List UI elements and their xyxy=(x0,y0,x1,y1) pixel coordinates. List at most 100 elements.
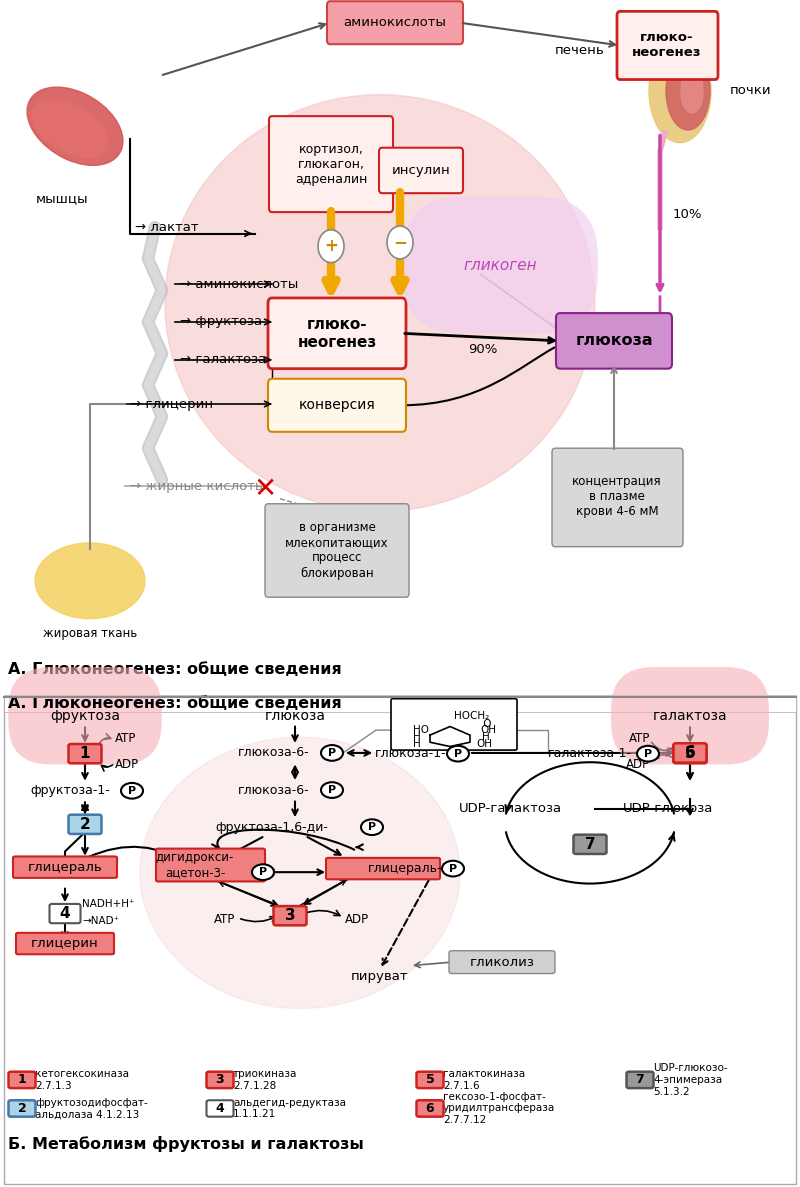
Text: инсулин: инсулин xyxy=(392,164,450,177)
FancyBboxPatch shape xyxy=(379,147,463,193)
Text: глюкоза: глюкоза xyxy=(265,709,326,723)
FancyBboxPatch shape xyxy=(326,858,440,880)
Text: фруктоза-1,6-ди-: фруктоза-1,6-ди- xyxy=(215,820,328,833)
Text: NADH+H⁺: NADH+H⁺ xyxy=(82,899,134,908)
Text: Б. Метаболизм фруктозы и галактозы: Б. Метаболизм фруктозы и галактозы xyxy=(8,1136,364,1153)
Text: печень: печень xyxy=(555,44,605,57)
Text: UDP-глюкоза: UDP-глюкоза xyxy=(623,802,713,815)
Text: →NAD⁺: →NAD⁺ xyxy=(82,916,119,926)
Text: → фруктоза: → фруктоза xyxy=(180,316,262,329)
Text: OH: OH xyxy=(476,740,492,749)
Text: O: O xyxy=(454,719,491,729)
FancyBboxPatch shape xyxy=(16,933,114,954)
FancyBboxPatch shape xyxy=(268,298,406,369)
Text: глюкоза-6-: глюкоза-6- xyxy=(238,783,310,796)
Text: галактоза-1-: галактоза-1- xyxy=(548,747,632,760)
Text: P: P xyxy=(454,749,462,758)
FancyBboxPatch shape xyxy=(69,744,102,763)
Text: 3: 3 xyxy=(285,908,295,923)
Text: кетогексокиназа
2.7.1.3: кетогексокиназа 2.7.1.3 xyxy=(35,1069,129,1091)
Text: P: P xyxy=(449,864,457,874)
Text: HOCH₂: HOCH₂ xyxy=(454,711,490,721)
Text: 4: 4 xyxy=(216,1102,224,1115)
Text: 6: 6 xyxy=(685,745,695,761)
Circle shape xyxy=(252,864,274,880)
Circle shape xyxy=(447,745,469,762)
Ellipse shape xyxy=(35,542,145,618)
Circle shape xyxy=(321,782,343,798)
Text: глюкоза-1-: глюкоза-1- xyxy=(375,747,446,760)
Text: концентрация
в плазме
крови 4-6 мМ: концентрация в плазме крови 4-6 мМ xyxy=(572,475,662,518)
FancyBboxPatch shape xyxy=(274,906,306,926)
FancyBboxPatch shape xyxy=(50,904,81,923)
FancyBboxPatch shape xyxy=(268,379,406,432)
Ellipse shape xyxy=(165,95,595,512)
Text: → глицерин: → глицерин xyxy=(130,398,213,411)
FancyBboxPatch shape xyxy=(674,743,706,762)
FancyBboxPatch shape xyxy=(417,1072,443,1088)
FancyBboxPatch shape xyxy=(417,1100,443,1117)
Text: UDP-глюкозо-
4-эпимераза
5.1.3.2: UDP-глюкозо- 4-эпимераза 5.1.3.2 xyxy=(653,1064,728,1097)
Circle shape xyxy=(321,745,343,761)
Text: в организме
млекопитающих
процесс
блокирован: в организме млекопитающих процесс блокир… xyxy=(285,521,389,579)
FancyBboxPatch shape xyxy=(617,12,718,80)
Text: глюкоза-6-: глюкоза-6- xyxy=(238,747,310,760)
Text: P: P xyxy=(644,749,652,758)
Text: пируват: пируват xyxy=(351,970,409,983)
FancyBboxPatch shape xyxy=(391,699,517,750)
Text: ✕: ✕ xyxy=(254,475,277,502)
Text: HO: HO xyxy=(413,725,429,735)
Text: ADP: ADP xyxy=(115,757,139,770)
Text: фруктоза: фруктоза xyxy=(50,709,120,723)
Text: глицерин: глицерин xyxy=(31,937,99,950)
Text: глицераль: глицераль xyxy=(28,861,102,874)
Text: 90%: 90% xyxy=(468,343,498,356)
Text: жировая ткань: жировая ткань xyxy=(43,627,137,640)
Ellipse shape xyxy=(32,101,108,157)
Circle shape xyxy=(637,745,659,762)
Text: → лактат: → лактат xyxy=(135,221,198,234)
FancyBboxPatch shape xyxy=(13,857,117,878)
Text: мышцы: мышцы xyxy=(36,192,88,205)
Text: триокиназа
2.7.1.28: триокиназа 2.7.1.28 xyxy=(233,1069,298,1091)
Text: +: + xyxy=(324,237,338,255)
Text: гликолиз: гликолиз xyxy=(470,956,534,969)
Text: аминокислоты: аминокислоты xyxy=(343,17,446,30)
Circle shape xyxy=(318,230,344,262)
Text: 3: 3 xyxy=(216,1073,224,1086)
Text: ADP: ADP xyxy=(626,757,650,770)
Text: H: H xyxy=(413,732,421,742)
Text: А. Глюконеогенез: общие сведения: А. Глюконеогенез: общие сведения xyxy=(8,697,342,711)
Ellipse shape xyxy=(681,69,703,113)
Text: 5: 5 xyxy=(426,1073,434,1086)
Text: UDP-галактоза: UDP-галактоза xyxy=(458,802,562,815)
Text: кортизол,
глюкагон,
адреналин: кортизол, глюкагон, адреналин xyxy=(295,142,367,185)
Text: почки: почки xyxy=(730,84,772,97)
Text: глюко-
неогенез: глюко- неогенез xyxy=(632,31,702,59)
Ellipse shape xyxy=(27,87,123,165)
FancyBboxPatch shape xyxy=(9,1072,35,1088)
Bar xyxy=(4,696,796,712)
FancyBboxPatch shape xyxy=(674,744,706,763)
Text: 5: 5 xyxy=(685,747,695,761)
Ellipse shape xyxy=(649,39,711,142)
Text: гексозо-1-фосфат-
уридилтрансфераза
2.7.7.12: гексозо-1-фосфат- уридилтрансфераза 2.7.… xyxy=(443,1092,555,1125)
Text: галактоза: галактоза xyxy=(653,709,727,723)
Text: ATP: ATP xyxy=(214,913,235,926)
FancyBboxPatch shape xyxy=(574,834,606,853)
Text: P: P xyxy=(328,748,336,758)
Text: 10%: 10% xyxy=(673,208,702,221)
Text: 6: 6 xyxy=(426,1102,434,1115)
Text: H: H xyxy=(482,732,490,742)
FancyBboxPatch shape xyxy=(206,1100,234,1117)
Text: −: − xyxy=(393,234,407,252)
Text: 7: 7 xyxy=(636,1073,644,1086)
Text: галактокиназа
2.7.1.6: галактокиназа 2.7.1.6 xyxy=(443,1069,525,1091)
Text: фруктозодифосфат-
альдолаза 4.1.2.13: фруктозодифосфат- альдолаза 4.1.2.13 xyxy=(35,1098,148,1119)
Text: глюко-
неогенез: глюко- неогенез xyxy=(298,317,377,349)
Text: 1: 1 xyxy=(80,747,90,761)
Text: А. Глюконеогенез: общие сведения: А. Глюконеогенез: общие сведения xyxy=(8,661,342,677)
Text: 4: 4 xyxy=(60,906,70,921)
Text: глицераль-3-: глицераль-3- xyxy=(368,862,455,875)
Text: дигидрокси-
ацетон-3-: дигидрокси- ацетон-3- xyxy=(156,851,234,880)
